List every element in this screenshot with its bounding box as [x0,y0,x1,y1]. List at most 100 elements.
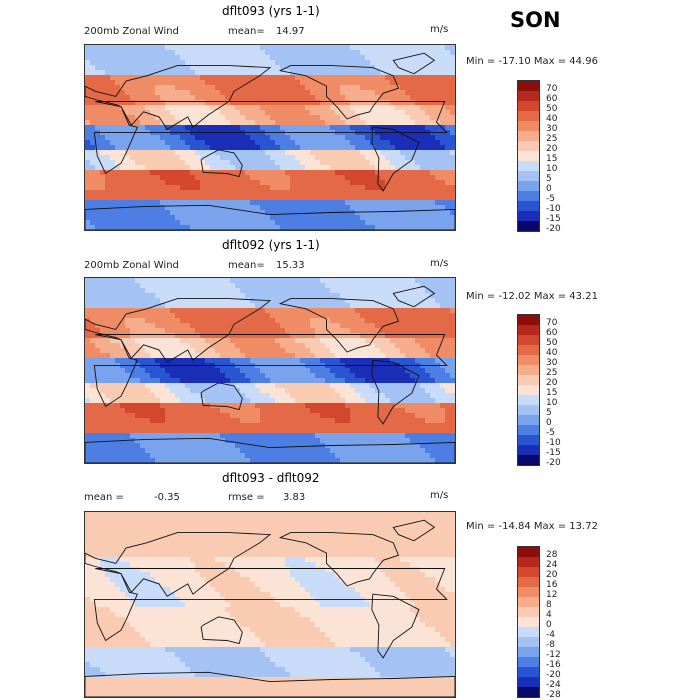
field-cell [275,80,281,86]
field-cell [170,293,176,299]
field-cell [310,120,316,126]
field-cell [210,418,216,424]
field-cell [190,145,196,151]
field-cell [280,323,286,329]
field-cell [155,368,161,374]
field-cell [115,318,121,324]
panel-1-mean-label: mean= [228,26,265,37]
field-cell [305,408,311,414]
field-cell [310,205,316,211]
field-cell [120,293,126,299]
field-cell [135,388,141,394]
field-cell [300,180,306,186]
field-cell [335,160,341,166]
field-cell [100,140,106,146]
field-cell [210,65,216,71]
field-cell [305,303,311,309]
field-cell [370,45,376,51]
field-cell [375,165,381,171]
field-cell [405,95,411,101]
field-cell [365,308,371,314]
field-cell [330,298,336,304]
field-cell [105,383,111,389]
field-cell [310,195,316,201]
field-cell [285,358,291,364]
field-cell [160,278,166,284]
field-cell [280,85,286,91]
field-cell [160,298,166,304]
panel-1-minmax: Min = -17.10 Max = 44.96 [466,56,598,67]
field-cell [400,383,406,389]
field-cell [210,190,216,196]
field-cell [150,115,156,121]
field-cell [440,200,446,206]
field-cell [285,298,291,304]
field-cell [255,205,261,211]
field-cell [385,343,391,349]
field-cell [210,95,216,101]
field-cell [330,160,336,166]
field-cell [85,298,91,304]
field-cell [320,95,326,101]
field-cell [90,135,96,141]
field-cell [405,115,411,121]
field-cell [380,318,386,324]
field-cell [385,373,391,379]
field-cell [305,323,311,329]
field-cell [335,278,341,284]
field-cell [390,65,396,71]
field-cell [395,45,401,51]
field-cell [165,65,171,71]
field-cell [435,100,441,106]
field-cell [165,140,171,146]
field-cell [345,85,351,91]
field-cell [295,323,301,329]
field-cell [380,175,386,181]
field-cell [230,165,236,171]
field-cell [440,398,446,404]
field-cell [305,50,311,56]
field-cell [260,185,266,191]
field-cell [445,110,451,116]
field-cell [150,95,156,101]
field-cell [175,105,181,111]
field-cell [120,298,126,304]
field-cell [300,150,306,156]
field-cell [250,313,256,319]
field-cell [340,120,346,126]
field-cell [300,353,306,359]
field-cell [135,283,141,289]
field-cell [125,105,131,111]
field-cell [290,190,296,196]
field-cell [445,348,451,354]
field-cell [260,145,266,151]
field-cell [405,408,411,414]
field-cell [195,90,201,96]
field-cell [375,85,381,91]
field-cell [130,110,136,116]
field-cell [165,318,171,324]
field-cell [225,145,231,151]
field-cell [435,85,441,91]
field-cell [415,378,421,384]
field-cell [420,170,426,176]
field-cell [385,403,391,409]
field-cell [160,160,166,166]
field-cell [195,358,201,364]
field-cell [330,313,336,319]
field-cell [440,353,446,359]
field-cell [195,125,201,131]
field-cell [375,288,381,294]
field-cell [405,145,411,151]
field-cell [220,135,226,141]
field-cell [305,215,311,221]
field-cell [120,358,126,364]
field-cell [145,190,151,196]
field-cell [435,328,441,334]
field-cell [390,90,396,96]
field-cell [210,328,216,334]
field-cell [245,368,251,374]
field-cell [400,403,406,409]
field-cell [195,278,201,284]
field-cell [135,318,141,324]
